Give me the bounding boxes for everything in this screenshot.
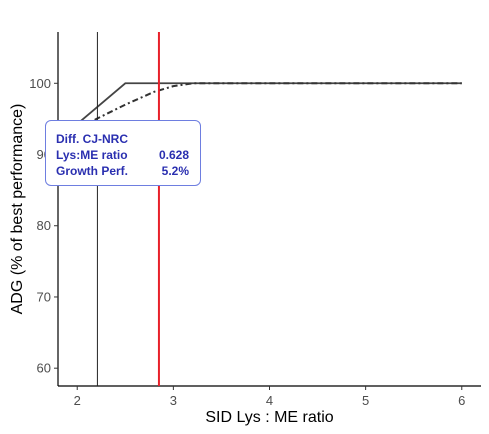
series-line-dashed [57, 82, 462, 142]
x-tick-label: 4 [266, 393, 273, 408]
tooltip-row-ratio: Lys:ME ratio 0.628 [56, 147, 189, 163]
tooltip-growth-value: 5.2% [161, 164, 189, 178]
x-axis-title: SID Lys : ME ratio [205, 409, 333, 426]
x-tick-label: 6 [458, 393, 465, 408]
tooltip-growth-label: Growth Perf. [56, 164, 129, 178]
x-tick-label: 5 [362, 393, 369, 408]
chart-tooltip: Diff. CJ-NRC Lys:ME ratio 0.628 Growth P… [45, 120, 201, 186]
tooltip-title: Diff. CJ-NRC [56, 132, 128, 146]
y-tick-label: 70 [37, 289, 51, 304]
y-tick-label: 80 [37, 218, 51, 233]
y-tick-label: 100 [29, 76, 51, 91]
y-axis-title: ADG (% of best performance) [9, 104, 26, 315]
tooltip-ratio-label: Lys:ME ratio [56, 148, 128, 162]
x-tick-label: 2 [74, 393, 81, 408]
y-tick-label: 60 [37, 361, 51, 376]
tooltip-row-growth: Growth Perf. 5.2% [56, 163, 189, 179]
x-tick-label: 3 [170, 393, 177, 408]
tooltip-ratio-value: 0.628 [158, 148, 189, 162]
